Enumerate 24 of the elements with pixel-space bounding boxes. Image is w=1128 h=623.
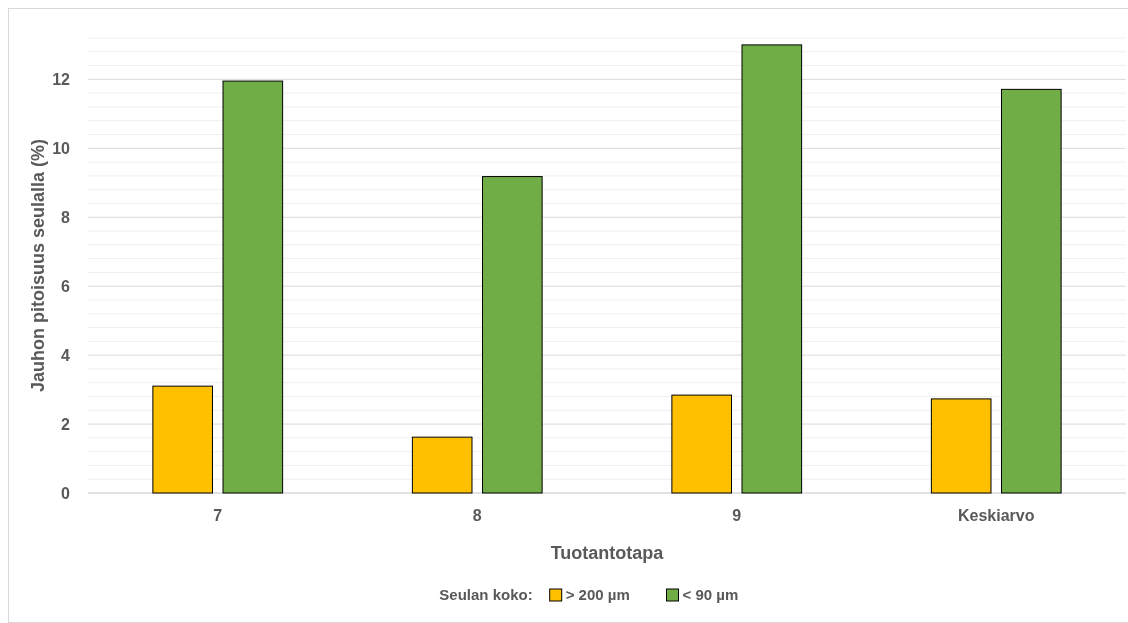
x-tick-label: 7 [213,507,223,524]
y-tick-label: 6 [61,277,71,295]
x-tick-label: 8 [472,507,482,524]
bar [741,44,803,494]
y-tick-label: 12 [52,70,71,88]
y-tick-label: 8 [61,208,71,226]
x-tick-label: 9 [732,507,742,524]
bar [152,385,213,494]
bar [930,398,992,494]
y-tick-label: 2 [61,415,71,433]
y-axis-title: Jauhon pitoisuus seulalla (%) [28,138,48,393]
bar [222,80,284,494]
x-tick-label: Keskiarvo [958,507,1035,524]
bar [482,176,543,494]
bar [1001,88,1062,494]
legend-label: > 200 µm [565,586,630,604]
x-axis-title: Tuotantotapa [550,543,665,563]
legend-label: < 90 µm [682,586,739,604]
y-tick-label: 4 [61,346,71,364]
bar [411,436,473,494]
bar [671,394,732,494]
y-tick-label: 10 [52,139,71,157]
legend-title: Seulan koko: [439,586,533,604]
y-tick-label: 0 [61,484,71,502]
